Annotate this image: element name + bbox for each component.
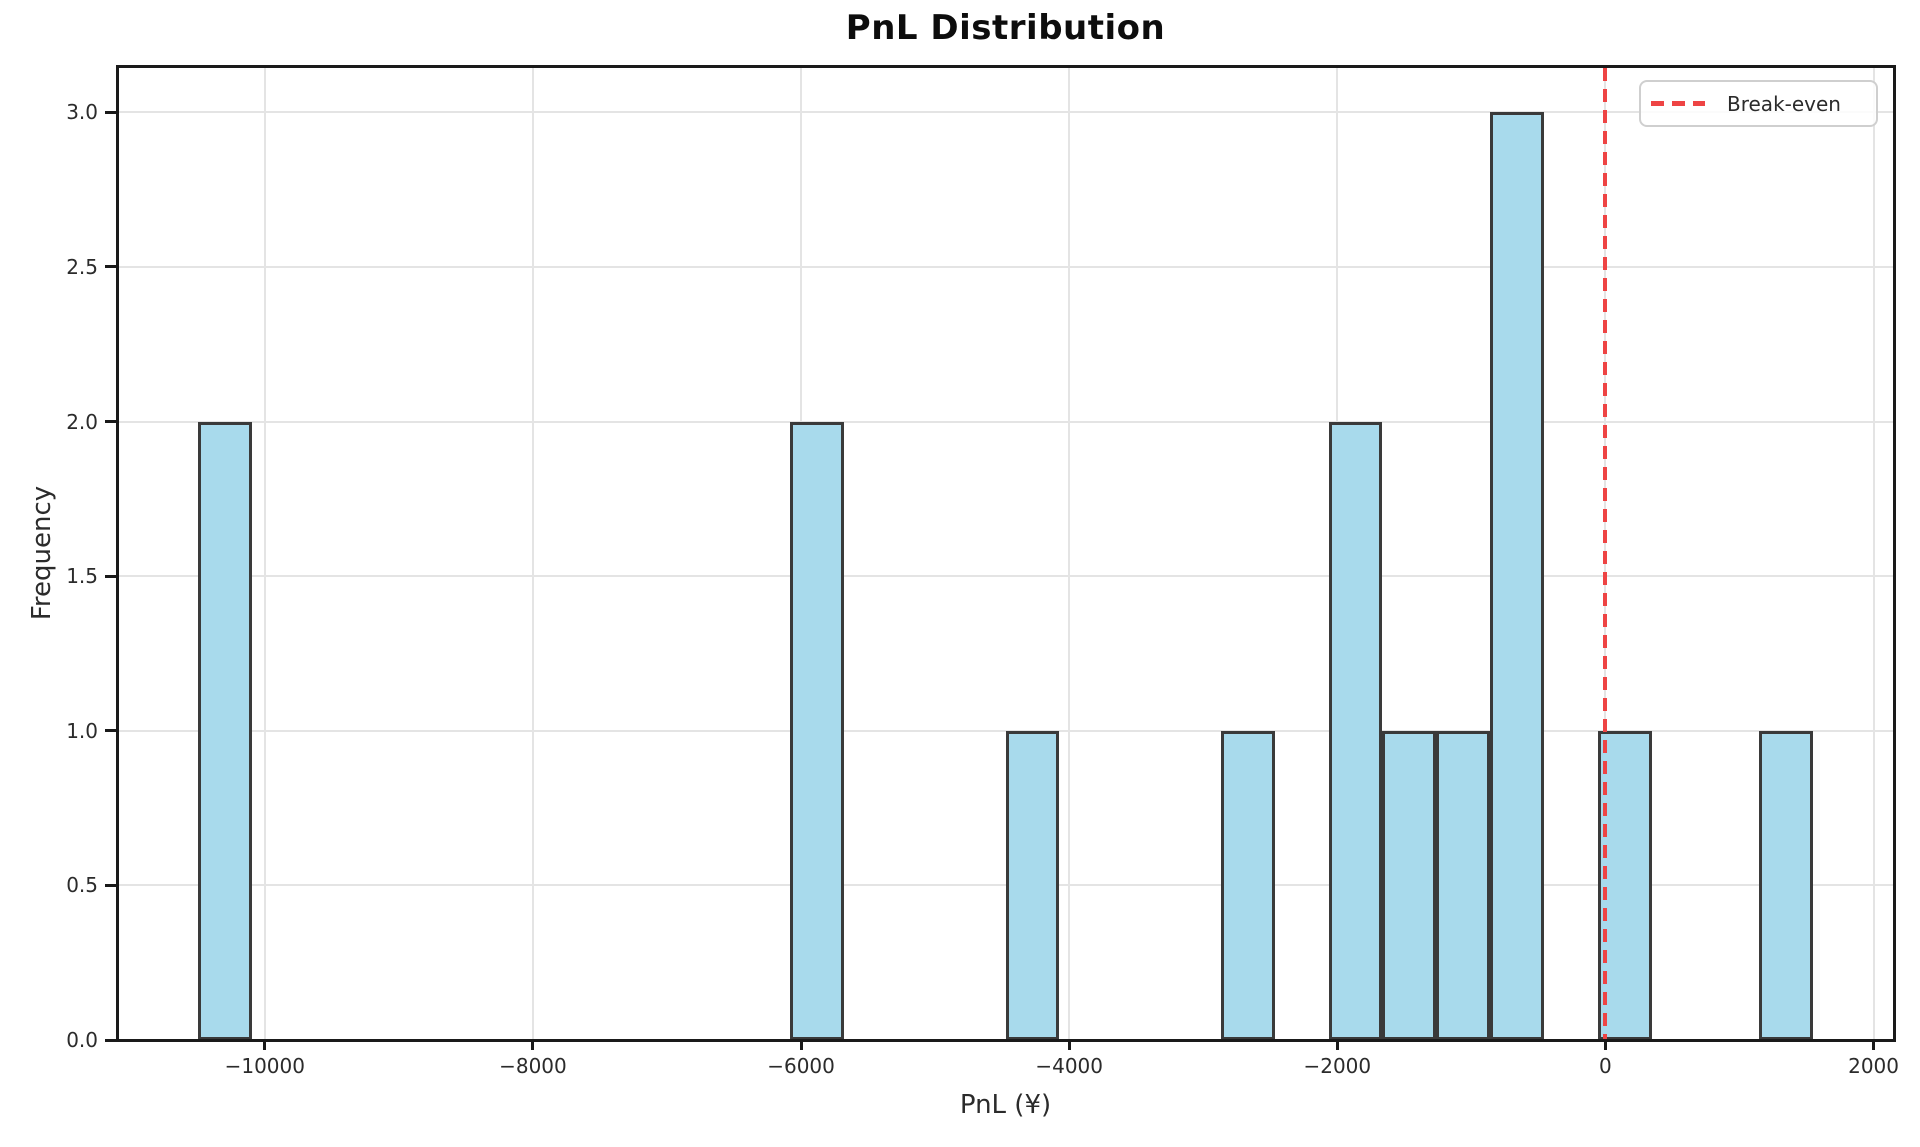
y-tick-mark	[105, 729, 117, 733]
histogram-bar	[197, 421, 252, 1040]
chart-title: PnL Distribution	[845, 8, 1166, 48]
y-tick-mark	[105, 574, 117, 578]
x-tick-label: −6000	[767, 1054, 835, 1078]
x-tick-mark	[1335, 1040, 1339, 1050]
x-gridline	[531, 67, 534, 1039]
x-gridline	[1068, 67, 1071, 1039]
y-tick-label: 2.5	[66, 254, 98, 279]
y-gridline	[118, 420, 1893, 423]
legend-label: Break-even	[1727, 91, 1841, 116]
x-gridline	[1872, 67, 1875, 1039]
x-tick-label: −8000	[499, 1054, 567, 1078]
histogram-bar	[1436, 730, 1491, 1040]
histogram-bar	[1005, 730, 1060, 1040]
y-tick-label: 0.0	[66, 1028, 98, 1052]
y-tick-mark	[105, 110, 117, 114]
y-tick-mark	[105, 265, 117, 269]
x-gridline	[263, 67, 266, 1039]
break-even-line	[1603, 67, 1608, 1039]
x-axis-label: PnL (¥)	[959, 1090, 1052, 1120]
x-tick-label: −2000	[1303, 1054, 1372, 1078]
break-even-line-swatch	[1651, 101, 1705, 106]
y-gridline	[118, 111, 1893, 114]
y-gridline	[118, 575, 1893, 578]
x-tick-mark	[531, 1040, 535, 1050]
x-tick-mark	[1067, 1040, 1071, 1050]
x-tick-mark	[1603, 1040, 1607, 1050]
y-gridline	[118, 265, 1893, 268]
histogram-bar	[790, 421, 844, 1040]
y-tick-label: 2.0	[66, 409, 98, 434]
histogram-bar	[1490, 112, 1544, 1040]
x-tick-mark	[799, 1040, 803, 1050]
y-tick-label: 1.5	[66, 564, 98, 589]
y-tick-mark	[105, 883, 117, 887]
y-tick-label: 1.0	[66, 718, 98, 743]
x-tick-label: −4000	[1035, 1054, 1103, 1078]
x-tick-label: 0	[1599, 1054, 1612, 1078]
x-tick-label: 2000	[1848, 1054, 1899, 1078]
histogram-bar	[1759, 730, 1814, 1040]
x-tick-mark	[1872, 1040, 1876, 1050]
histogram-bar	[1382, 730, 1437, 1040]
legend: Break-even	[1639, 80, 1878, 127]
histogram-bar	[1220, 730, 1275, 1040]
y-axis-label: Frequency	[27, 485, 57, 621]
y-tick-mark	[105, 1038, 117, 1042]
x-tick-mark	[263, 1040, 267, 1050]
x-tick-label: −10000	[224, 1054, 305, 1078]
histogram-bar	[1328, 421, 1383, 1040]
y-tick-label: 3.0	[66, 100, 98, 125]
y-tick-mark	[105, 420, 117, 424]
y-tick-label: 0.5	[66, 873, 98, 898]
